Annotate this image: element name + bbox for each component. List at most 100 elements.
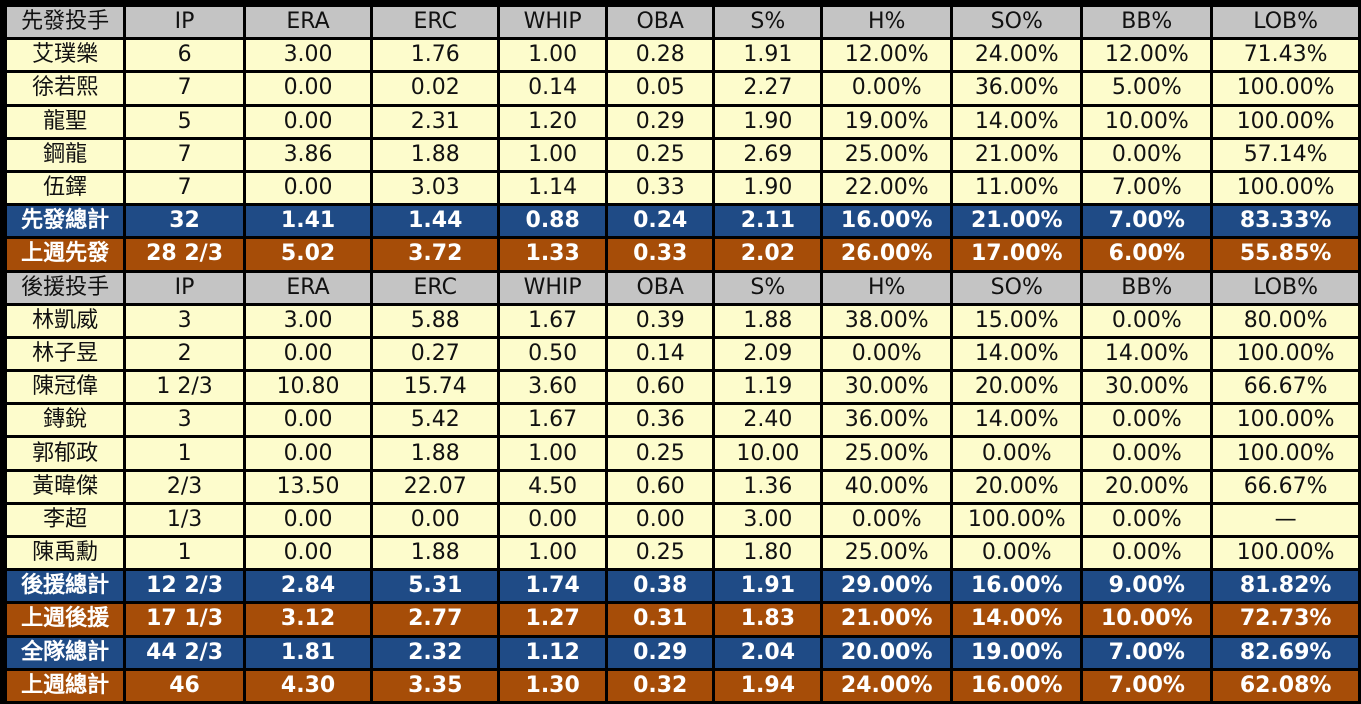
stat-cell: 0.33 [607, 172, 713, 204]
stat-cell: BB% [1083, 272, 1211, 303]
stat-cell: 0.29 [607, 637, 713, 668]
stat-cell: 2.27 [715, 73, 821, 104]
player-row: 鏄銳 3 0.00 5.42 1.67 0.36 2.40 36.00% 14.00% 0.00%… [7, 405, 1358, 436]
last-week-row: 上週後援 17 1/3 3.12 2.77 1.27 0.31 1.83 21.00% 14.0… [7, 604, 1358, 635]
stat-cell: 30.00% [823, 372, 951, 403]
stat-cell: 1.41 [245, 206, 371, 237]
stat-cell: 2.69 [715, 139, 821, 170]
stat-cell: 6 [126, 40, 243, 71]
stat-cell: 7 [126, 73, 243, 104]
stat-cell: ERA [245, 272, 371, 303]
stat-cell: 10.00% [1083, 604, 1211, 635]
stat-cell: IP [126, 7, 243, 38]
stat-cell: 21.00% [823, 604, 951, 635]
player-row: 艾璞樂 6 3.00 1.76 1.00 0.28 1.91 12.00% 24.00% 12.0… [7, 40, 1358, 71]
stat-cell: 1.94 [715, 670, 821, 701]
stat-cell: 0.00 [373, 504, 498, 535]
stat-cell: 1 [126, 538, 243, 569]
row-label-cell: 上週先發 [7, 239, 124, 270]
stat-cell: ERC [373, 7, 498, 38]
stat-cell: 25.00% [823, 438, 951, 469]
stat-cell: 1.00 [500, 438, 605, 469]
total-row: 先發總計 32 1.41 1.44 0.88 0.24 2.11 16.00% 21.00% 7.… [7, 206, 1358, 237]
stat-cell: 20.00% [1083, 471, 1211, 502]
stat-cell: OBA [607, 7, 713, 38]
row-label-cell: 先發總計 [7, 206, 124, 237]
stat-cell: 3 [126, 405, 243, 436]
stat-cell: 15.00% [953, 305, 1081, 336]
stat-cell: 2.84 [245, 571, 371, 602]
stat-cell: 25.00% [823, 139, 951, 170]
stat-cell: 66.67% [1213, 372, 1358, 403]
stat-cell: 0.00% [823, 73, 951, 104]
row-label-cell: 上週後援 [7, 604, 124, 635]
stat-cell: 2.09 [715, 338, 821, 370]
stat-cell: S% [715, 7, 821, 38]
stat-cell: 20.00% [823, 637, 951, 668]
stat-cell: 0.38 [607, 571, 713, 602]
stat-cell: H% [823, 7, 951, 38]
row-label-cell: 全隊總計 [7, 637, 124, 668]
stat-cell: 1.76 [373, 40, 498, 71]
stat-cell: 5.00% [1083, 73, 1211, 104]
stat-cell: 2.31 [373, 106, 498, 137]
stat-cell: 0.27 [373, 338, 498, 370]
stat-cell: 100.00% [1213, 438, 1358, 469]
stat-cell: 0.50 [500, 338, 605, 370]
stat-cell: 0.25 [607, 139, 713, 170]
stat-cell: 0.60 [607, 372, 713, 403]
stat-cell: 1/3 [126, 504, 243, 535]
stat-cell: 100.00% [1213, 106, 1358, 137]
stat-cell: 7.00% [1083, 206, 1211, 237]
stat-cell: 7.00% [1083, 637, 1211, 668]
stat-cell: 0.00% [1083, 405, 1211, 436]
stat-cell: BB% [1083, 7, 1211, 38]
stat-cell: 40.00% [823, 471, 951, 502]
stat-cell: 24.00% [953, 40, 1081, 71]
stat-cell: 3 [126, 305, 243, 336]
stat-cell: 0.24 [607, 206, 713, 237]
stat-cell: 0.00% [953, 538, 1081, 569]
stat-cell: OBA [607, 272, 713, 303]
stat-cell: 1.67 [500, 405, 605, 436]
stat-cell: 38.00% [823, 305, 951, 336]
stat-cell: LOB% [1213, 272, 1358, 303]
stat-cell: 72.73% [1213, 604, 1358, 635]
stat-cell: 1.80 [715, 538, 821, 569]
stat-cell: 2.77 [373, 604, 498, 635]
row-label-cell: 林子昱 [7, 338, 124, 370]
stat-cell: 19.00% [953, 637, 1081, 668]
stat-cell: 1.44 [373, 206, 498, 237]
stat-cell: IP [126, 272, 243, 303]
stat-cell: 14.00% [953, 106, 1081, 137]
stat-cell: 1.00 [500, 139, 605, 170]
stat-cell: SO% [953, 7, 1081, 38]
stat-cell: 0.02 [373, 73, 498, 104]
stat-cell: 28 2/3 [126, 239, 243, 270]
stat-cell: 14.00% [953, 405, 1081, 436]
stat-cell: 3.00 [715, 504, 821, 535]
stat-cell: 81.82% [1213, 571, 1358, 602]
stat-cell: 62.08% [1213, 670, 1358, 701]
stat-cell: 100.00% [1213, 338, 1358, 370]
stat-cell: 21.00% [953, 206, 1081, 237]
stat-cell: 0.60 [607, 471, 713, 502]
stat-cell: 16.00% [953, 670, 1081, 701]
player-row: 龍聖 5 0.00 2.31 1.20 0.29 1.90 19.00% 14.00% 10.00… [7, 106, 1358, 137]
stat-cell: 4.50 [500, 471, 605, 502]
stat-cell: 1.88 [373, 139, 498, 170]
stat-cell: 0.32 [607, 670, 713, 701]
stat-cell: 17 1/3 [126, 604, 243, 635]
stat-cell: 10.80 [245, 372, 371, 403]
stat-cell: 16.00% [953, 571, 1081, 602]
stat-cell: 9.00% [1083, 571, 1211, 602]
stat-cell: 12.00% [1083, 40, 1211, 71]
stat-cell: 0.00 [500, 504, 605, 535]
stat-cell: WHIP [500, 272, 605, 303]
stat-cell: 17.00% [953, 239, 1081, 270]
stat-cell: 32 [126, 206, 243, 237]
stat-cell: 1.90 [715, 172, 821, 204]
row-label-cell: 黃暐傑 [7, 471, 124, 502]
stat-cell: 0.33 [607, 239, 713, 270]
header-row: 後援投手 IP ERA ERC WHIP OBA S% H% SO% BB% LOB% [7, 272, 1358, 303]
